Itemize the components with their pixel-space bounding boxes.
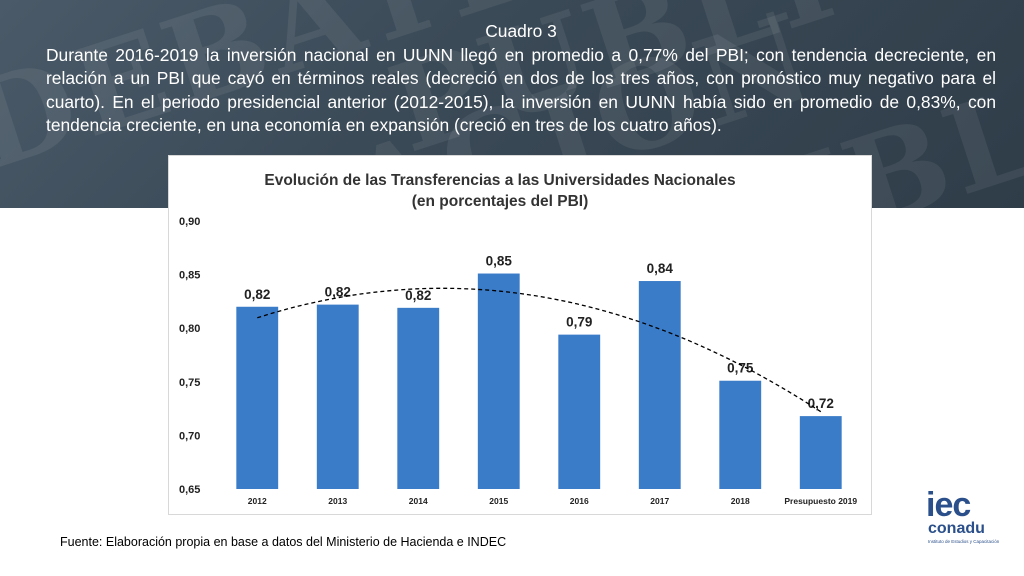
x-axis: 2012 2013 2014 2015 2016 2017 2018 Presupuesto … (248, 496, 858, 506)
data-label: 0,82 (244, 287, 270, 302)
caption-title: Cuadro 3 (485, 21, 557, 41)
x-tick-label: Presupuesto 2019 (784, 496, 857, 506)
data-label: 0,85 (486, 254, 513, 269)
bar (236, 306, 279, 489)
trend-line (257, 287, 822, 413)
source-note: Fuente: Elaboración propia en base a dat… (60, 535, 507, 549)
y-tick-label: 0,65 (179, 484, 200, 496)
data-label: 0,82 (325, 285, 351, 300)
logo-line2: conadu (928, 520, 985, 537)
x-tick-label: 2015 (489, 496, 508, 506)
chart-title: Evolución de las Transferencias a las Un… (264, 172, 735, 189)
data-label: 0,84 (647, 261, 674, 276)
y-tick-label: 0,75 (179, 377, 200, 389)
bar (638, 281, 681, 489)
caption-body: Durante 2016-2019 la inversión nacional … (46, 44, 996, 136)
caption-text: Cuadro 3 Durante 2016-2019 la inversión … (46, 20, 996, 138)
data-label: 0,79 (566, 315, 592, 330)
x-tick-label: 2018 (731, 496, 750, 506)
y-tick-label: 0,80 (179, 323, 200, 335)
bar (316, 304, 359, 489)
data-label: 0,82 (405, 288, 431, 303)
y-tick-label: 0,90 (179, 216, 200, 228)
bar (558, 334, 601, 489)
x-tick-label: 2012 (248, 496, 267, 506)
data-label: 0,72 (808, 396, 834, 411)
bar (719, 380, 762, 489)
logo-line1: iec (926, 486, 971, 524)
bar (477, 273, 520, 489)
chart-subtitle: (en porcentajes del PBI) (412, 193, 589, 210)
data-labels: 0,82 0,82 0,82 0,85 0,79 0,84 0,75 0,72 (244, 254, 834, 412)
x-tick-label: 2013 (328, 496, 347, 506)
x-tick-label: 2017 (650, 496, 669, 506)
bar (397, 307, 440, 489)
chart-panel: Evolución de las Transferencias a las Un… (168, 155, 872, 515)
iec-conadu-logo: iec conadu Instituto de Estudios y Capac… (926, 486, 1006, 548)
x-tick-label: 2014 (409, 496, 428, 506)
logo-line3: Instituto de Estudios y Capacitación (928, 539, 1000, 544)
y-axis: 0,65 0,70 0,75 0,80 0,85 0,90 (179, 216, 200, 496)
bar (799, 416, 842, 489)
y-tick-label: 0,70 (179, 430, 200, 442)
x-tick-label: 2016 (570, 496, 589, 506)
bar-chart: Evolución de las Transferencias a las Un… (179, 172, 858, 506)
data-label: 0,75 (727, 361, 754, 376)
bar-series (236, 273, 842, 489)
y-tick-label: 0,85 (179, 270, 200, 282)
